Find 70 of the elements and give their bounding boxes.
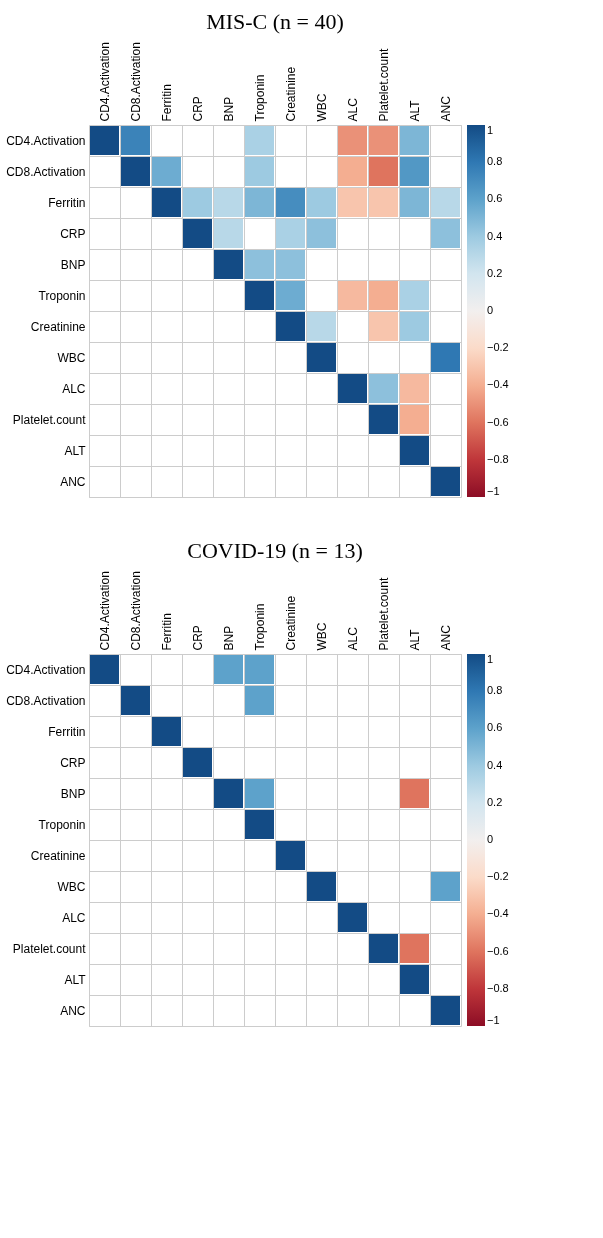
x-tick-label: CRP <box>191 625 205 651</box>
x-tick-label: Creatinine <box>284 66 298 122</box>
y-tick-label: Creatinine <box>30 320 86 334</box>
y-tick-label: Ferritin <box>48 725 86 739</box>
color-bar-label: 1 <box>487 653 494 665</box>
x-tick-label: ALC <box>346 97 360 122</box>
color-bar-label: −1 <box>487 485 500 497</box>
y-tick-label: ALC <box>62 382 86 396</box>
x-tick-label: BNP <box>222 96 236 122</box>
x-tick-label: Creatinine <box>284 595 298 651</box>
color-bar-label: −0.6 <box>487 944 509 957</box>
y-tick-label: Platelet.count <box>12 942 87 956</box>
x-tick-label: Troponin <box>253 603 267 651</box>
x-tick-label: ANC <box>439 95 453 122</box>
x-tick-label: WBC <box>315 93 329 122</box>
x-tick-label: Troponin <box>253 74 267 122</box>
y-tick-label: BNP <box>60 787 86 801</box>
color-bar-label: −0.6 <box>487 415 509 428</box>
color-bar-label: −0.8 <box>487 452 509 465</box>
y-tick-label: ALC <box>62 911 86 925</box>
x-tick-label: Platelet.count <box>377 48 391 122</box>
y-tick-label: Troponin <box>38 289 86 303</box>
y-tick-label: BNP <box>60 258 86 272</box>
x-tick-label: BNP <box>222 625 236 651</box>
y-tick-label: Troponin <box>38 818 86 832</box>
x-tick-label: ALC <box>346 626 360 651</box>
x-tick-label: CRP <box>191 96 205 122</box>
y-tick-label: Platelet.count <box>12 413 87 427</box>
color-bar-label: −0.4 <box>487 907 509 920</box>
color-bar-label: 1 <box>487 124 494 136</box>
x-tick-label: CD8.Activation <box>129 42 143 122</box>
y-tick-label: ALT <box>64 444 87 458</box>
color-bar-label: 0.8 <box>487 684 503 697</box>
y-tick-label: ALT <box>64 973 87 987</box>
x-tick-label: Platelet.count <box>377 577 391 651</box>
x-tick-label: Ferritin <box>160 613 174 651</box>
y-tick-label: WBC <box>57 351 86 365</box>
x-tick-label: WBC <box>315 622 329 651</box>
color-bar-label: 0.2 <box>487 795 503 808</box>
y-tick-label: CD8.Activation <box>6 165 86 179</box>
color-bar-label: 0.2 <box>487 266 503 279</box>
x-tick-label: ANC <box>439 624 453 651</box>
color-bar-label: −0.4 <box>487 378 509 391</box>
y-tick-label: CRP <box>60 227 86 241</box>
y-tick-label: Creatinine <box>30 849 86 863</box>
color-bar-label: −0.2 <box>487 870 509 883</box>
chart-title: COVID-19 (n = 13) <box>187 537 363 563</box>
y-tick-label: WBC <box>57 880 86 894</box>
color-bar-label: 0.4 <box>487 229 503 242</box>
y-tick-label: CD8.Activation <box>6 694 86 708</box>
color-bar-label: −0.8 <box>487 981 509 994</box>
chart-title: MIS-C (n = 40) <box>206 8 344 34</box>
y-tick-label: CD4.Activation <box>6 134 86 148</box>
color-bar-label: 0 <box>487 833 494 845</box>
color-bar-label: 0 <box>487 304 494 316</box>
color-bar-label: 0.6 <box>487 721 503 734</box>
color-bar-label: 0.6 <box>487 192 503 205</box>
x-tick-label: ALT <box>408 99 422 122</box>
y-tick-label: CD4.Activation <box>6 663 86 677</box>
color-bar-label: 0.4 <box>487 758 503 771</box>
y-tick-label: Ferritin <box>48 196 86 210</box>
color-bar-label: −1 <box>487 1014 500 1026</box>
color-bar-label: 0.8 <box>487 155 503 168</box>
y-tick-label: ANC <box>60 475 86 489</box>
x-tick-label: ALT <box>408 628 422 651</box>
x-tick-label: Ferritin <box>160 84 174 122</box>
x-tick-label: CD8.Activation <box>129 571 143 651</box>
color-bar-label: −0.2 <box>487 341 509 354</box>
y-tick-label: ANC <box>60 1004 86 1018</box>
y-tick-label: CRP <box>60 756 86 770</box>
